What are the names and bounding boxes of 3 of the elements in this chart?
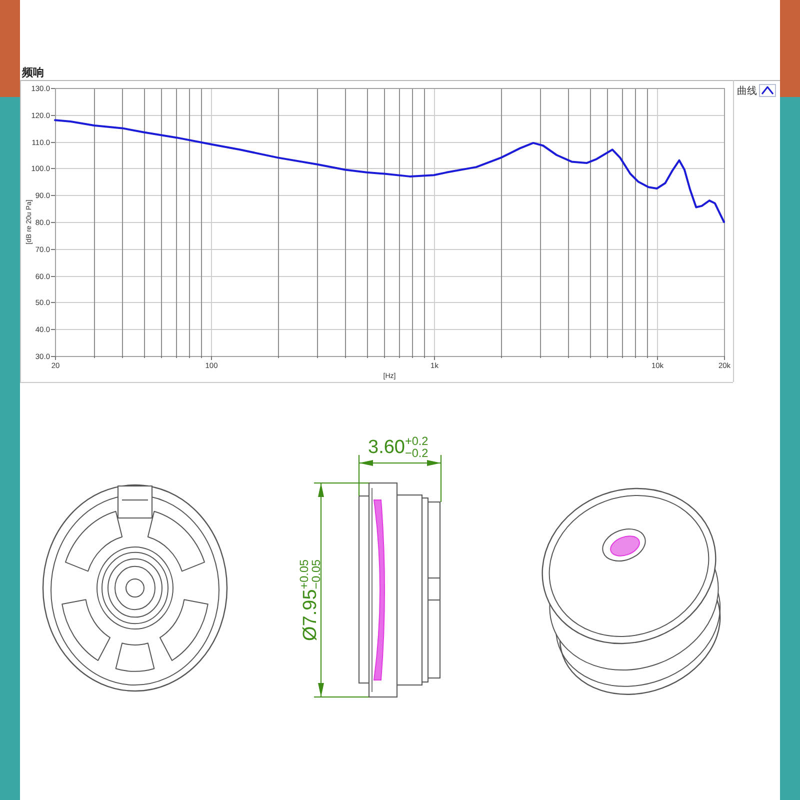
- annotation: Ø7.95+0.05−0.05: [298, 559, 324, 641]
- legend-label: 曲线: [737, 86, 757, 97]
- title: 频响: [22, 67, 44, 79]
